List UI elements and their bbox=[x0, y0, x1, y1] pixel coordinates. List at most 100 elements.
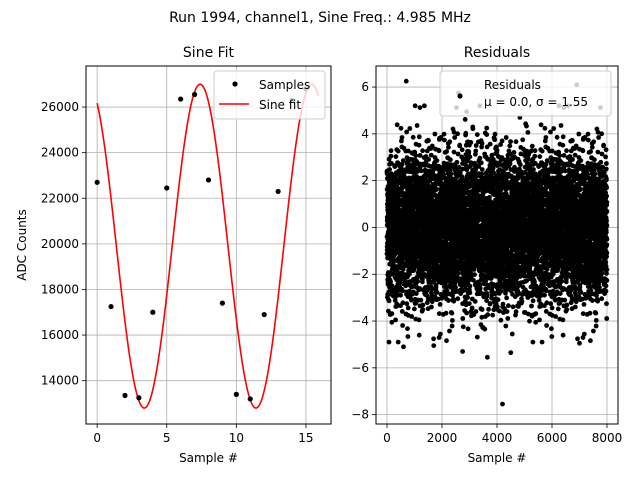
residual-point bbox=[409, 297, 414, 303]
sample-point bbox=[122, 392, 128, 399]
residual-point bbox=[444, 338, 449, 344]
residual-point bbox=[452, 135, 458, 140]
residual-point bbox=[420, 148, 425, 154]
residual-point bbox=[428, 152, 434, 158]
residual-point bbox=[462, 298, 468, 304]
residual-point bbox=[405, 305, 411, 311]
residual-point bbox=[467, 290, 473, 296]
residual-point bbox=[400, 300, 406, 306]
residual-point bbox=[395, 339, 401, 345]
residual-point bbox=[456, 164, 462, 170]
residual-point bbox=[441, 131, 447, 137]
residual-point bbox=[479, 171, 485, 177]
residual-point bbox=[477, 155, 483, 161]
residual-point bbox=[484, 293, 490, 299]
residual-point bbox=[389, 171, 394, 177]
residual-point bbox=[485, 312, 491, 318]
residual-point bbox=[392, 164, 398, 170]
residual-point bbox=[470, 126, 476, 132]
residual-point bbox=[498, 288, 504, 294]
residual-point bbox=[416, 134, 422, 140]
sine-fit-frame bbox=[85, 65, 332, 425]
residual-point bbox=[422, 103, 427, 109]
residual-point bbox=[464, 310, 469, 316]
residual-point bbox=[473, 148, 479, 154]
residual-point bbox=[451, 149, 457, 155]
residual-point bbox=[433, 284, 439, 290]
residual-point bbox=[472, 272, 477, 277]
residual-point bbox=[413, 153, 419, 159]
residual-point bbox=[472, 299, 478, 304]
residual-point bbox=[468, 140, 474, 145]
residual-point bbox=[460, 316, 466, 321]
sine-fit-xlabel: Sample # bbox=[179, 451, 238, 465]
residual-point bbox=[407, 126, 413, 131]
residual-point bbox=[498, 317, 504, 323]
residual-point bbox=[405, 148, 411, 154]
residual-point bbox=[437, 302, 443, 307]
residual-point bbox=[478, 160, 484, 166]
residual-point bbox=[487, 141, 493, 147]
residual-point bbox=[389, 311, 395, 317]
sample-point bbox=[275, 188, 281, 195]
sine-fit-xtick-label: 0 bbox=[93, 431, 101, 445]
residual-point bbox=[417, 153, 423, 158]
residual-point bbox=[400, 323, 405, 328]
residual-point bbox=[506, 303, 511, 309]
residual-point bbox=[446, 144, 451, 150]
residual-point bbox=[448, 171, 454, 177]
residual-point bbox=[494, 148, 500, 153]
residual-point bbox=[495, 297, 501, 303]
residual-point bbox=[466, 301, 472, 306]
residual-point bbox=[449, 323, 455, 329]
residual-point bbox=[455, 270, 461, 276]
residual-point bbox=[410, 134, 416, 140]
residual-point bbox=[508, 139, 513, 145]
residual-point bbox=[455, 296, 461, 302]
residual-point bbox=[429, 286, 435, 292]
residual-point bbox=[450, 318, 455, 323]
residual-point bbox=[416, 317, 422, 323]
residual-point bbox=[503, 135, 509, 140]
sine-fit-xtick-label: 10 bbox=[229, 431, 244, 445]
residual-point bbox=[388, 153, 394, 159]
residual-point bbox=[511, 150, 517, 155]
residual-point bbox=[455, 131, 460, 137]
sine-fit-ylabel: ADC Counts bbox=[15, 209, 29, 281]
residual-point bbox=[518, 162, 523, 168]
residual-point bbox=[418, 297, 424, 303]
residual-point bbox=[507, 143, 513, 149]
residual-point bbox=[444, 149, 449, 155]
residual-point bbox=[513, 139, 519, 145]
residual-point bbox=[430, 168, 436, 174]
residual-point bbox=[492, 137, 498, 143]
residual-point bbox=[504, 295, 509, 301]
legend-samples-marker bbox=[232, 81, 238, 87]
sine-fit-ytick-label: 22000 bbox=[41, 191, 79, 205]
sine-fit-ytick-label: 18000 bbox=[41, 282, 79, 296]
residuals-axes: Residuals 0 2000 4000 6000 8000−8−6−4−20246 … bbox=[351, 45, 622, 465]
residual-point bbox=[434, 158, 440, 164]
residual-point bbox=[398, 125, 404, 131]
residual-point bbox=[414, 169, 420, 175]
residual-point bbox=[466, 149, 472, 155]
sine-fit-ytick-label: 24000 bbox=[41, 146, 79, 160]
sample-point bbox=[233, 391, 239, 397]
residual-point bbox=[399, 162, 405, 167]
residual-point bbox=[504, 309, 510, 314]
residual-point bbox=[465, 326, 471, 332]
residual-point bbox=[415, 278, 421, 284]
residual-point bbox=[386, 298, 392, 304]
residual-point bbox=[388, 160, 394, 166]
residual-point bbox=[465, 295, 470, 300]
residual-point bbox=[510, 304, 516, 310]
sine-fit-ticks: 0 5 10 151400016000180002000022000240002600… bbox=[41, 100, 314, 445]
residual-point bbox=[414, 123, 420, 128]
sine-fit-ytick-label: 20000 bbox=[41, 237, 79, 251]
residual-point bbox=[431, 336, 436, 342]
residual-point bbox=[448, 157, 453, 163]
legend-sine-fit-label: Sine fit bbox=[259, 98, 301, 112]
residual-point bbox=[393, 154, 399, 160]
residual-point bbox=[474, 132, 480, 138]
residual-point bbox=[420, 276, 425, 282]
